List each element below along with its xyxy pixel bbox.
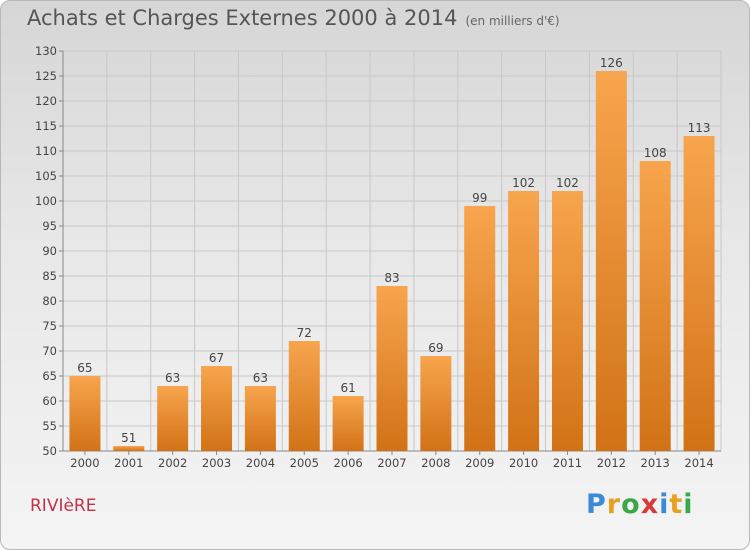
- data-label-2004: 63: [253, 371, 268, 385]
- y-tick-label: 85: [42, 269, 57, 283]
- data-label-2005: 72: [297, 326, 312, 340]
- bar-2013: [639, 161, 671, 451]
- data-label-2010: 102: [512, 176, 535, 190]
- x-tick-label-2007: 2007: [377, 456, 406, 470]
- data-label-2011: 102: [556, 176, 579, 190]
- x-tick-label-2010: 2010: [509, 456, 538, 470]
- x-tick-label-2000: 2000: [70, 456, 99, 470]
- chart-title-text: Achats et Charges Externes 2000 à 2014: [27, 6, 458, 30]
- bar-2014: [683, 136, 715, 451]
- bar-2004: [244, 386, 276, 451]
- y-tick-label: 130: [35, 44, 57, 58]
- logo-letter: i: [659, 489, 670, 520]
- x-tick-label-2006: 2006: [333, 456, 362, 470]
- y-tick-label: 65: [42, 369, 57, 383]
- data-label-2014: 113: [688, 121, 711, 135]
- chart-subtitle: (en milliers d'€): [465, 14, 560, 28]
- x-tick-label-2014: 2014: [684, 456, 713, 470]
- data-label-2009: 99: [472, 191, 487, 205]
- y-tick-label: 120: [35, 94, 57, 108]
- proxiti-logo[interactable]: Proxiti: [586, 489, 694, 520]
- y-tick-label: 110: [35, 144, 57, 158]
- bar-2008: [420, 356, 452, 451]
- bar-2012: [595, 71, 627, 451]
- bar-2000: [69, 376, 101, 451]
- logo-letter: t: [669, 489, 684, 520]
- x-tick-label-2013: 2013: [641, 456, 670, 470]
- y-tick-label: 55: [42, 419, 57, 433]
- bar-2011: [551, 191, 583, 451]
- data-label-2001: 51: [121, 431, 136, 445]
- data-label-2003: 67: [209, 351, 224, 365]
- data-label-2012: 126: [600, 56, 623, 70]
- y-tick-label: 125: [35, 69, 57, 83]
- logo-letter: x: [640, 489, 660, 520]
- bar-2002: [157, 386, 189, 451]
- bar-2007: [376, 286, 408, 451]
- bar-2006: [332, 396, 364, 451]
- y-tick-label: 90: [42, 244, 57, 258]
- logo-letter: i: [683, 489, 694, 520]
- x-tick-label-2012: 2012: [597, 456, 626, 470]
- y-tick-label: 70: [42, 344, 57, 358]
- x-tick-label-2001: 2001: [114, 456, 143, 470]
- bar-2003: [201, 366, 233, 451]
- data-label-2008: 69: [428, 341, 443, 355]
- data-label-2006: 61: [340, 381, 355, 395]
- bars: [69, 71, 715, 451]
- y-tick-label: 95: [42, 219, 57, 233]
- x-tick-label-2005: 2005: [290, 456, 319, 470]
- bar-2005: [288, 341, 320, 451]
- x-tick-label-2008: 2008: [421, 456, 450, 470]
- data-labels: 65 51 63 67 63 72 61 83 69 99 102 102 126 108 113: [77, 56, 710, 445]
- x-tick-label-2011: 2011: [553, 456, 582, 470]
- data-label-2013: 108: [644, 146, 667, 160]
- y-tick-label: 105: [35, 169, 57, 183]
- data-label-2002: 63: [165, 371, 180, 385]
- x-tick-label-2003: 2003: [202, 456, 231, 470]
- y-tick-label: 80: [42, 294, 57, 308]
- y-tick-label: 60: [42, 394, 57, 408]
- x-tick-label-2009: 2009: [465, 456, 494, 470]
- y-tick-label: 115: [35, 119, 57, 133]
- x-tick-label-2002: 2002: [158, 456, 187, 470]
- bar-2010: [508, 191, 540, 451]
- logo-letter: P: [586, 489, 607, 520]
- logo-letter: o: [621, 489, 641, 520]
- bar-2009: [464, 206, 496, 451]
- y-tick-label: 75: [42, 319, 57, 333]
- y-tick-label: 100: [35, 194, 57, 208]
- y-tick-label: 50: [42, 444, 57, 458]
- logo-letter: r: [606, 489, 622, 520]
- data-label-2007: 83: [384, 271, 399, 285]
- data-label-2000: 65: [77, 361, 92, 375]
- x-tick-label-2004: 2004: [246, 456, 275, 470]
- chart-title: Achats et Charges Externes 2000 à 2014 (e…: [27, 6, 560, 30]
- place-name: RIVIèRE: [30, 496, 97, 516]
- bar-2001: [113, 446, 145, 451]
